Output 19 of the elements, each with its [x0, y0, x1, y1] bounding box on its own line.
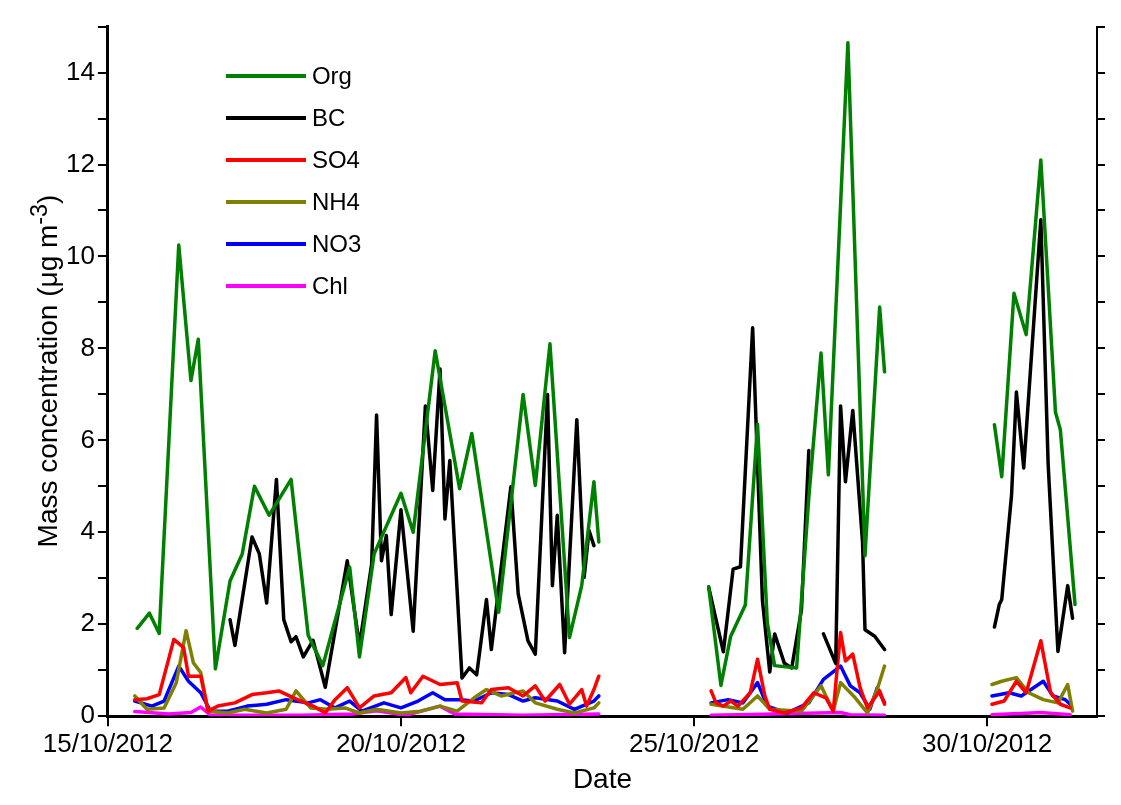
- legend-label: Org: [311, 61, 352, 90]
- y-tick-label: 8: [80, 331, 95, 362]
- legend-label: NO3: [311, 229, 362, 258]
- y-tick-label: 2: [80, 607, 95, 638]
- x-tick-label: 15/10/2012: [42, 727, 173, 758]
- y-tick-label: 0: [80, 699, 95, 730]
- legend-label: SO4: [311, 145, 360, 174]
- x-tick-label: 20/10/2012: [335, 727, 467, 758]
- legend-label: Chl: [311, 271, 348, 300]
- y-tick-label: 12: [66, 147, 95, 178]
- y-tick-label: 6: [80, 423, 95, 454]
- y-tick-label: 10: [66, 239, 95, 270]
- y-tick-label: 14: [66, 55, 95, 86]
- legend-label: BC: [311, 103, 346, 132]
- x-axis-title: Date: [572, 762, 633, 794]
- x-tick-label: 25/10/2012: [628, 727, 760, 758]
- x-tick-label: 30/10/2012: [922, 727, 1053, 758]
- y-tick-label: 4: [80, 515, 95, 546]
- legend-label: NH4: [311, 187, 360, 216]
